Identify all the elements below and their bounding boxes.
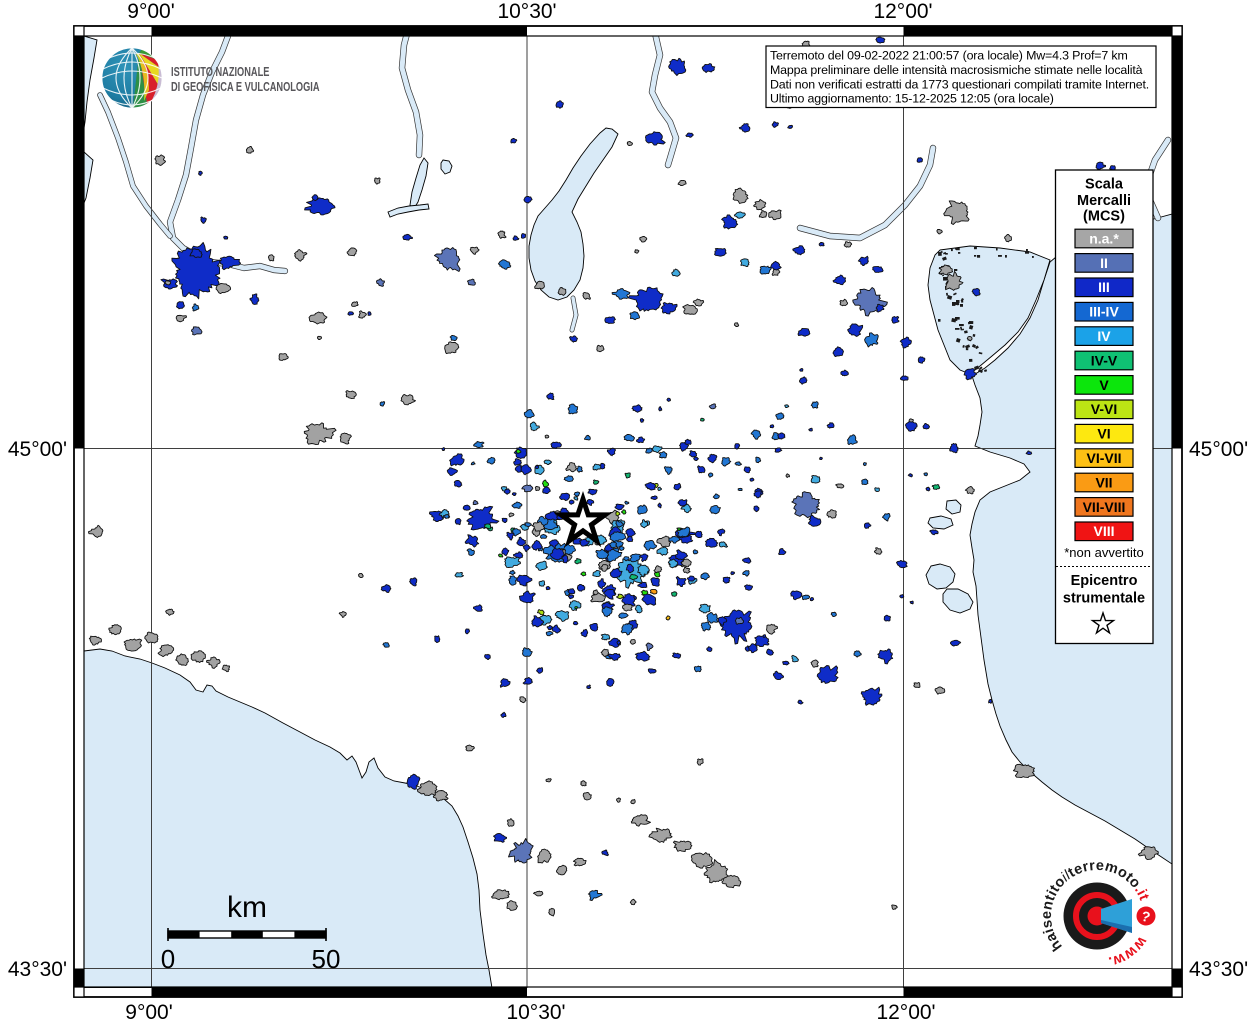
svg-text:Mercalli: Mercalli — [1077, 193, 1131, 209]
svg-text:45°00': 45°00' — [1189, 438, 1248, 461]
svg-text:10°30': 10°30' — [506, 1001, 565, 1024]
svg-text:n.a.*: n.a.* — [1089, 230, 1119, 246]
svg-text:*non avvertito: *non avvertito — [1064, 545, 1144, 560]
svg-text:ISTITUTO NAZIONALE: ISTITUTO NAZIONALE — [171, 66, 269, 80]
svg-text:50: 50 — [312, 944, 341, 974]
svg-text:12°00': 12°00' — [873, 0, 932, 23]
svg-text:(MCS): (MCS) — [1083, 209, 1125, 225]
svg-text:II: II — [1100, 255, 1108, 271]
svg-text:12°00': 12°00' — [876, 1001, 935, 1024]
svg-text:Terremoto del 09-02-2022 21:00: Terremoto del 09-02-2022 21:00:57 (ora l… — [770, 49, 1128, 63]
svg-text:VII: VII — [1095, 474, 1112, 490]
svg-text:43°30': 43°30' — [8, 958, 67, 981]
svg-text:km: km — [227, 891, 267, 924]
svg-text:10°30': 10°30' — [497, 0, 556, 23]
svg-text:IV-V: IV-V — [1091, 352, 1118, 368]
svg-text:43°30': 43°30' — [1189, 958, 1248, 981]
svg-text:Scala: Scala — [1085, 177, 1124, 193]
svg-text:III: III — [1098, 279, 1110, 295]
svg-text:0: 0 — [161, 944, 175, 974]
svg-text:9°00': 9°00' — [125, 1001, 172, 1024]
svg-text:Epicentro: Epicentro — [1071, 573, 1138, 589]
svg-text:45°00': 45°00' — [8, 438, 67, 461]
svg-text:strumentale: strumentale — [1063, 591, 1145, 607]
svg-text:VII-VIII: VII-VIII — [1083, 499, 1126, 515]
svg-text:V: V — [1099, 377, 1109, 393]
svg-text:V-VI: V-VI — [1091, 401, 1117, 417]
svg-text:III-IV: III-IV — [1089, 304, 1119, 320]
svg-text:?: ? — [1140, 908, 1152, 926]
svg-text:DI GEOFISICA E VULCANOLOGIA: DI GEOFISICA E VULCANOLOGIA — [171, 81, 320, 95]
svg-text:Dati non verificati estratti d: Dati non verificati estratti da 1773 que… — [770, 78, 1149, 92]
svg-text:VI-VII: VI-VII — [1086, 450, 1121, 466]
svg-text:Ultimo aggiornamento: 15-12-20: Ultimo aggiornamento: 15-12-2025 12:05 (… — [770, 92, 1054, 106]
svg-text:IV: IV — [1097, 328, 1111, 344]
svg-text:9°00': 9°00' — [127, 0, 174, 23]
svg-text:VI: VI — [1097, 426, 1110, 442]
svg-text:VIII: VIII — [1093, 523, 1114, 539]
svg-text:Mappa preliminare delle intens: Mappa preliminare delle intensità macros… — [770, 63, 1143, 77]
